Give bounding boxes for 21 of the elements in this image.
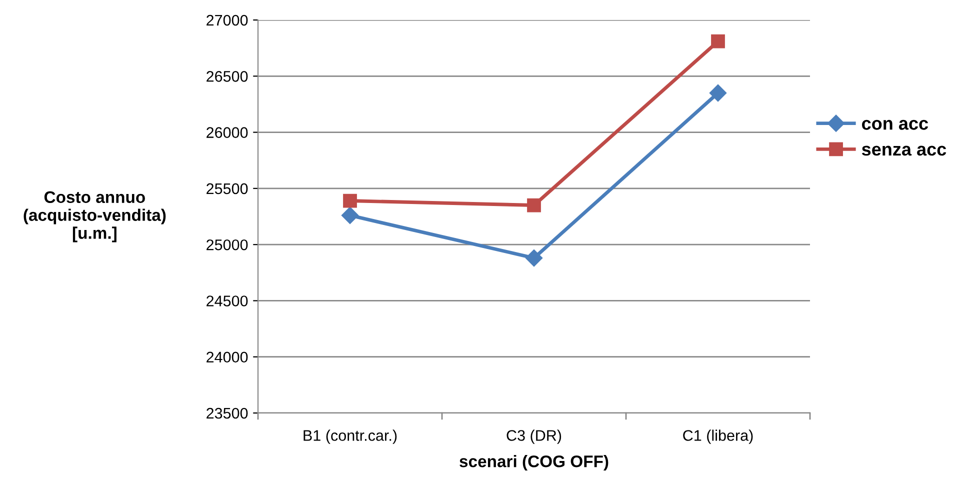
point xyxy=(711,34,725,48)
y-tick-label: 26000 xyxy=(206,127,248,138)
point xyxy=(343,194,357,208)
y-tick-label: 24000 xyxy=(206,352,248,363)
y-tick-label: 25000 xyxy=(206,239,248,250)
y-tick-label: 27000 xyxy=(206,14,248,26)
x-tick-label: C1 (libera) xyxy=(683,430,753,444)
point xyxy=(525,249,543,267)
x-axis-title: scenari (COG OFF) xyxy=(460,455,608,471)
y-axis-title: Costo annuo (acquisto-vendita) [u.m.] xyxy=(24,191,166,242)
y-tick-label: 23500 xyxy=(206,408,248,419)
x-tick-label: C3 (DR) xyxy=(506,430,562,444)
point xyxy=(341,206,359,224)
point xyxy=(527,198,541,212)
legend-label: senza acc xyxy=(862,146,946,156)
y-tick-label: 24500 xyxy=(206,296,248,306)
legend-label: con acc xyxy=(862,120,928,130)
point xyxy=(709,84,727,102)
y-tick-label: 26500 xyxy=(206,71,248,82)
x-tick-label: B1 (contr.car.) xyxy=(304,430,397,444)
y-tick-label: 25500 xyxy=(206,183,248,194)
